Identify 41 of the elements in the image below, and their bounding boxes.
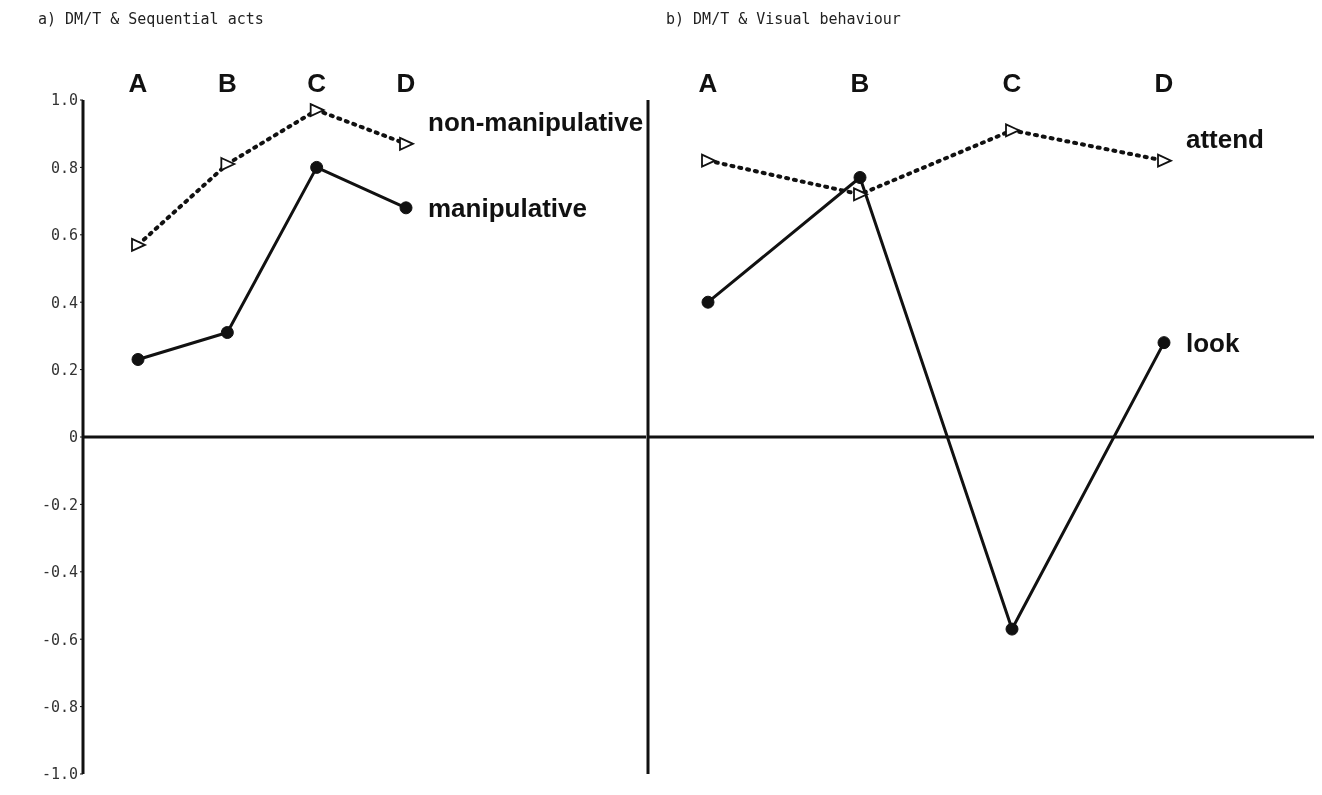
x-tick-label: D	[1154, 68, 1174, 98]
y-tick-label: 1.0	[50, 91, 78, 110]
point	[1005, 622, 1019, 636]
point	[1157, 336, 1171, 350]
point	[309, 103, 325, 118]
y-tick-label: -0.4	[41, 563, 78, 582]
x-tick-label: C	[307, 68, 327, 98]
point	[853, 187, 868, 202]
series-label: look	[1186, 327, 1240, 358]
x-tick-label: A	[698, 68, 718, 98]
point	[220, 326, 234, 340]
series-label: attend	[1186, 123, 1264, 154]
y-tick-label: -0.2	[41, 495, 78, 514]
point	[399, 136, 414, 151]
x-tick-label: B	[850, 68, 870, 98]
point	[399, 201, 413, 215]
x-tick-label: C	[1002, 68, 1022, 98]
point	[701, 153, 716, 168]
point	[1005, 123, 1020, 138]
y-tick-label: 0	[68, 428, 78, 447]
chart-title: a) DM/T & Sequential acts	[38, 10, 264, 28]
point	[131, 352, 145, 366]
y-tick-label: 0.8	[50, 158, 78, 177]
point	[701, 295, 715, 309]
y-tick-label: -0.6	[41, 630, 78, 649]
point	[310, 160, 324, 174]
point	[853, 171, 867, 185]
point	[220, 157, 236, 171]
y-tick-label: -1.0	[41, 765, 78, 784]
y-tick-label: 0.2	[50, 360, 78, 379]
x-tick-label: B	[217, 68, 237, 98]
y-tick-label: 0.6	[50, 226, 78, 245]
y-tick-label: -0.8	[41, 697, 78, 716]
series-label: non-manipulative	[428, 106, 644, 137]
series-label: manipulative	[428, 192, 587, 223]
y-tick-label: 0.4	[50, 293, 78, 312]
x-tick-label: D	[396, 68, 416, 98]
point	[131, 238, 146, 252]
point	[1157, 153, 1172, 168]
x-tick-label: A	[128, 68, 148, 98]
chart-title: b) DM/T & Visual behaviour	[666, 10, 901, 28]
